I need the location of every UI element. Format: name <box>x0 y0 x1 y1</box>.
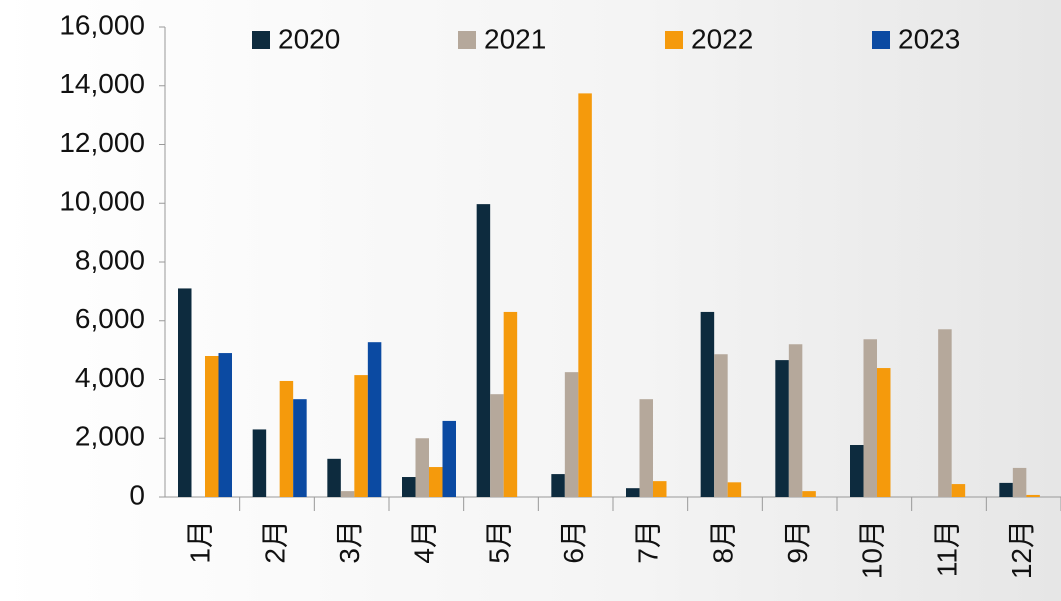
bar <box>476 204 491 497</box>
bar <box>442 420 456 497</box>
bar <box>503 311 518 497</box>
bar <box>354 375 368 497</box>
bar <box>415 438 429 497</box>
x-tick-label: 3月 <box>334 520 365 564</box>
y-tick-label: 16,000 <box>59 9 145 40</box>
bar <box>218 353 232 497</box>
bar <box>402 477 416 497</box>
x-tick-label: 11月 <box>931 520 962 577</box>
bar <box>340 491 355 497</box>
y-tick-label: 14,000 <box>59 68 145 99</box>
bar <box>1012 467 1027 497</box>
bar <box>327 458 341 497</box>
bar <box>788 344 803 497</box>
y-tick-label: 0 <box>129 479 145 510</box>
y-tick-label: 12,000 <box>59 127 145 158</box>
bar <box>951 484 966 497</box>
y-tick-label: 2,000 <box>75 421 145 452</box>
bar <box>279 380 294 497</box>
y-tick-label: 10,000 <box>59 186 145 217</box>
legend-label: 2023 <box>898 23 960 54</box>
bar <box>626 488 640 497</box>
y-tick-label: 4,000 <box>75 362 145 393</box>
bar <box>564 372 579 497</box>
bar <box>850 445 864 497</box>
x-tick-label: 6月 <box>558 520 589 564</box>
bar <box>178 288 192 497</box>
bar <box>1026 494 1040 497</box>
x-tick-label: 5月 <box>483 520 514 564</box>
x-tick-label: 2月 <box>259 520 290 564</box>
bar <box>490 394 504 497</box>
bar <box>551 474 565 497</box>
y-tick-label: 8,000 <box>75 244 145 275</box>
bar <box>802 491 816 497</box>
bar <box>367 342 382 497</box>
bar <box>429 467 443 497</box>
bar <box>775 360 789 497</box>
bar <box>863 339 877 497</box>
y-tick-label: 6,000 <box>75 303 145 334</box>
bar <box>653 481 667 497</box>
bar <box>293 399 307 497</box>
x-tick-label: 7月 <box>633 520 664 564</box>
x-tick-label: 8月 <box>707 520 738 564</box>
legend-label: 2022 <box>691 23 753 54</box>
bar <box>252 429 267 497</box>
legend-swatch <box>872 31 890 49</box>
bar <box>877 368 891 497</box>
bar <box>578 93 592 497</box>
x-tick-label: 1月 <box>185 520 216 564</box>
bar <box>727 482 742 497</box>
legend-swatch <box>458 31 476 49</box>
bar <box>714 354 728 497</box>
legend-swatch <box>665 31 683 49</box>
legend-swatch <box>252 31 270 49</box>
x-tick-label: 12月 <box>1006 520 1037 579</box>
x-tick-label: 9月 <box>782 520 813 564</box>
bar <box>700 311 715 497</box>
bar <box>938 329 952 497</box>
legend-label: 2021 <box>484 23 546 54</box>
legend-label: 2020 <box>278 23 340 54</box>
x-tick-label: 4月 <box>409 520 440 564</box>
bar <box>999 482 1013 497</box>
bar <box>205 356 219 497</box>
x-tick-label: 10月 <box>857 520 888 579</box>
bar <box>639 399 653 497</box>
